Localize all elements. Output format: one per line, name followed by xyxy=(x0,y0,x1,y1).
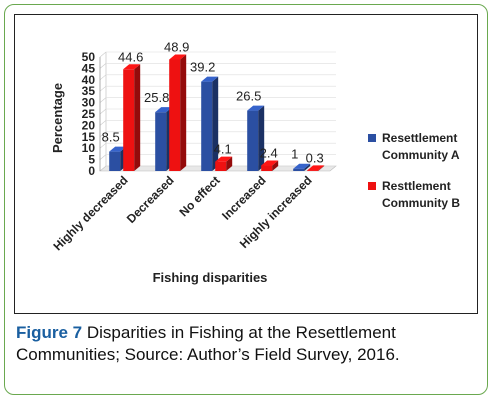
y-tick-label: 25 xyxy=(82,107,96,121)
legend-item-b: Resttlement Community B xyxy=(368,178,478,212)
gridline-side xyxy=(99,165,107,172)
legend-text-a: Resettlement Community A xyxy=(382,130,460,164)
legend-b-line1: Resttlement xyxy=(382,179,451,193)
data-label-a-2: 39.2 xyxy=(190,60,215,75)
legend: Resettlement Community A Resttlement Com… xyxy=(368,130,478,226)
data-label-b-1: 48.9 xyxy=(164,40,189,55)
chart-box xyxy=(14,14,478,314)
data-label-a-4: 1 xyxy=(291,147,298,162)
gridline-side xyxy=(99,108,107,115)
legend-swatch-a xyxy=(368,134,376,142)
y-tick-label: 0 xyxy=(88,164,95,178)
y-tick-label: 40 xyxy=(82,73,96,87)
data-label-a-1: 25.8 xyxy=(144,90,169,105)
y-axis-label: Percentage xyxy=(50,83,65,153)
legend-a-line2: Community A xyxy=(382,148,460,162)
gridline-side xyxy=(99,120,107,126)
gridline-side xyxy=(99,97,107,103)
x-tick-label: Increased xyxy=(219,173,269,223)
gridline-side xyxy=(99,154,107,160)
data-label-a-0: 8.5 xyxy=(102,130,120,145)
y-tick-label: 20 xyxy=(82,118,96,132)
x-axis-label: Fishing disparities xyxy=(153,270,268,285)
data-label-b-2: 4.1 xyxy=(214,142,232,157)
y-tick-label: 35 xyxy=(82,84,96,98)
y-tick-label: 50 xyxy=(82,50,96,64)
x-tick-label: Highly decreased xyxy=(50,173,130,253)
bar-b-4 xyxy=(307,165,325,171)
bar-b-3 xyxy=(261,160,279,171)
y-tick-label: 5 xyxy=(88,153,95,167)
data-label-b-0: 44.6 xyxy=(118,49,143,64)
x-tick-label: Decreased xyxy=(124,173,177,226)
gridline-side xyxy=(99,142,107,149)
legend-text-b: Resttlement Community B xyxy=(382,178,460,212)
y-tick-label: 15 xyxy=(82,130,96,144)
bar-b-2 xyxy=(215,156,233,171)
data-label-a-3: 26.5 xyxy=(236,89,261,104)
gridline-side xyxy=(99,74,107,81)
figure-caption: Figure 7 Disparities in Fishing at the R… xyxy=(16,322,476,366)
legend-a-line1: Resettlement xyxy=(382,131,458,145)
bar-b-0 xyxy=(123,64,141,171)
gridline-side xyxy=(99,85,107,92)
bar-a-2 xyxy=(201,76,219,171)
x-tick-label: No effect xyxy=(176,173,222,219)
bar-a-4 xyxy=(293,163,311,171)
figure-label: Figure 7 xyxy=(16,323,83,342)
y-tick-label: 30 xyxy=(82,96,96,110)
legend-swatch-b xyxy=(368,182,376,190)
figure-frame xyxy=(4,4,488,395)
y-tick-label: 45 xyxy=(82,61,96,75)
y-tick-label: 10 xyxy=(82,141,96,155)
legend-b-line2: Community B xyxy=(382,196,460,210)
gridline-side xyxy=(99,51,107,58)
gridline-side xyxy=(99,131,107,138)
data-label-b-4: 0.3 xyxy=(306,150,324,165)
data-label-b-3: 2.4 xyxy=(260,146,278,161)
bar-a-3 xyxy=(247,105,265,171)
caption-text: Disparities in Fishing at the Resettleme… xyxy=(16,323,400,364)
legend-item-a: Resettlement Community A xyxy=(368,130,478,164)
bar-b-1 xyxy=(169,54,187,172)
gridline-side xyxy=(99,63,107,69)
